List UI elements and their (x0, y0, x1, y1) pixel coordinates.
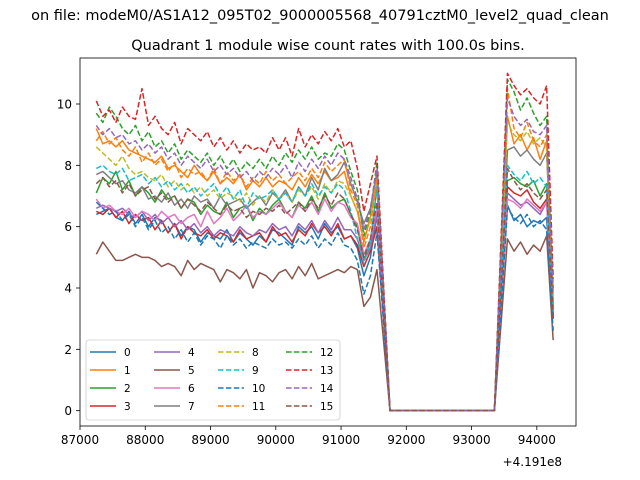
x-offset-label: +4.191e8 (503, 455, 562, 469)
figure-suptitle: on file: modeM0/AS1A12_095T02_9000005568… (31, 8, 609, 24)
series-line-11 (95, 87, 554, 412)
plot-frame (79, 57, 577, 427)
y-tick-label: 4 (64, 282, 72, 296)
y-tick-label: 0 (64, 404, 72, 418)
x-tick-label: 91000 (322, 433, 360, 447)
legend-label-10: 10 (252, 383, 265, 395)
legend-label-7: 7 (188, 401, 195, 413)
x-tick-label: 94000 (518, 433, 556, 447)
x-tick-label: 90000 (257, 433, 295, 447)
x-tick-label: 89000 (191, 433, 229, 447)
y-tick-label: 10 (57, 98, 72, 112)
legend-label-8: 8 (252, 347, 259, 359)
series-layer (95, 72, 554, 412)
y-axis: 0 2 4 6 8 10 (57, 98, 80, 418)
y-tick-label: 8 (64, 159, 72, 173)
legend-label-14: 14 (320, 383, 334, 395)
y-tick-label: 6 (64, 220, 72, 234)
legend-label-4: 4 (188, 347, 195, 359)
series-line-15 (95, 167, 554, 412)
legend-label-6: 6 (188, 383, 195, 395)
legend-label-5: 5 (188, 365, 195, 377)
legend-label-3: 3 (124, 401, 131, 413)
legend-label-12: 12 (320, 347, 333, 359)
x-tick-label: 87000 (61, 433, 99, 447)
chart-title: Quadrant 1 module wise count rates with … (131, 38, 525, 54)
legend-label-2: 2 (124, 383, 131, 395)
legend-label-15: 15 (320, 401, 333, 413)
x-tick-label: 88000 (126, 433, 164, 447)
legend-label-13: 13 (320, 365, 333, 377)
legend-frame (85, 339, 341, 421)
series-line-14 (95, 97, 554, 412)
legend-label-11: 11 (252, 401, 265, 413)
x-tick-label: 92000 (387, 433, 425, 447)
legend-label-1: 1 (124, 365, 131, 377)
x-axis: 87000 88000 89000 90000 91000 92000 93000 94000 (61, 426, 556, 447)
x-tick-label: 93000 (452, 433, 490, 447)
y-tick-label: 2 (64, 343, 72, 357)
legend-label-0: 0 (124, 347, 131, 359)
series-line-13 (95, 72, 554, 412)
legend-label-9: 9 (252, 365, 259, 377)
